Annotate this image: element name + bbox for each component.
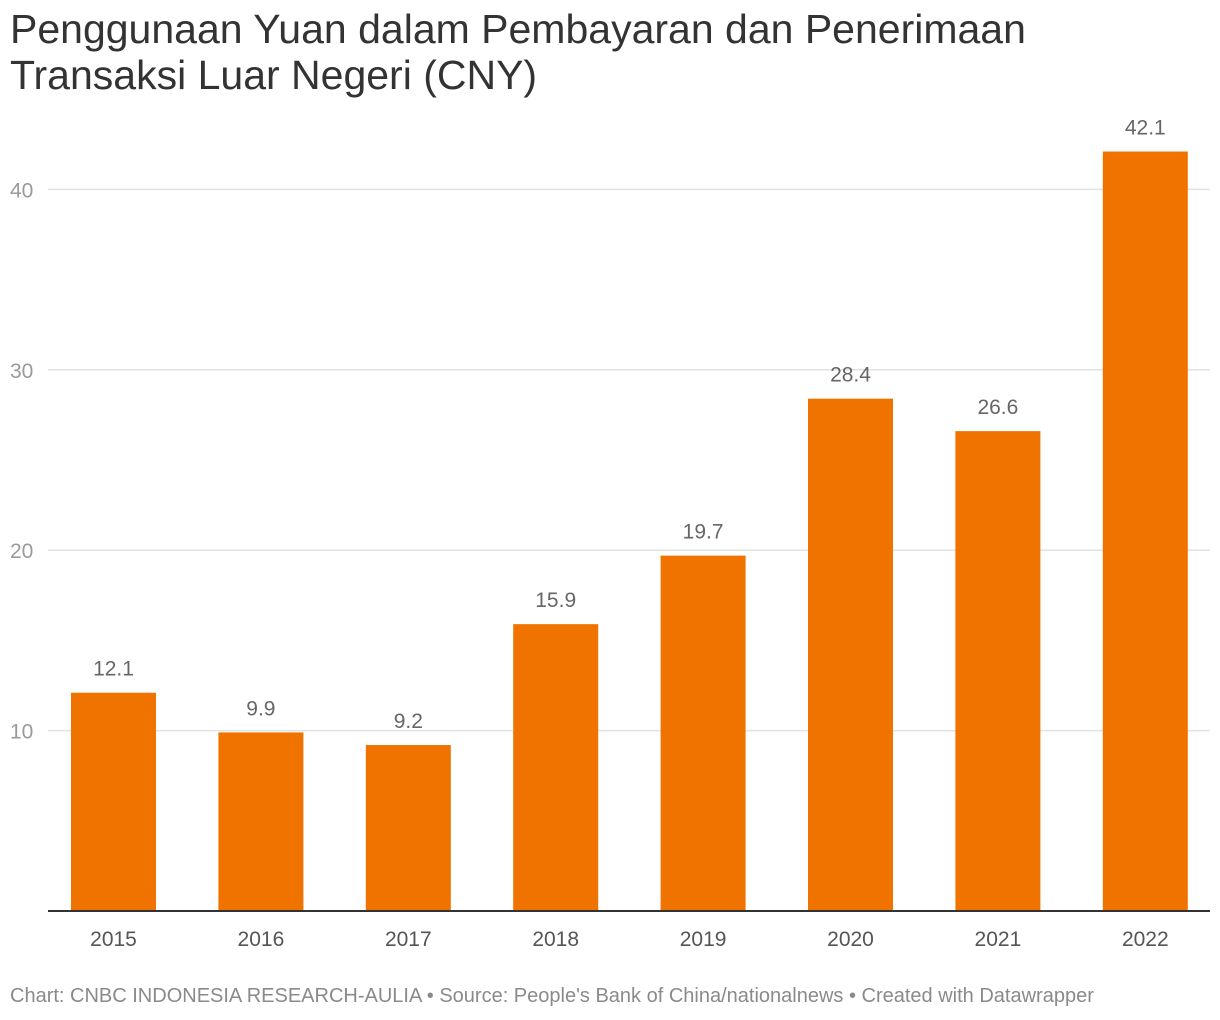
data-label: 26.6 xyxy=(977,396,1018,419)
bar xyxy=(365,745,451,911)
y-tick-label: 40 xyxy=(10,179,33,202)
x-tick-label: 2016 xyxy=(238,928,285,951)
bar xyxy=(1102,151,1188,912)
x-tick-label: 2018 xyxy=(532,928,579,951)
data-label: 42.1 xyxy=(1125,117,1166,140)
bar xyxy=(955,431,1041,911)
chart-title: Penggunaan Yuan dalam Pembayaran dan Pen… xyxy=(10,6,1026,98)
x-tick-label: 2020 xyxy=(827,928,874,951)
bar xyxy=(513,624,599,911)
bar xyxy=(808,398,893,911)
bar xyxy=(71,692,156,911)
x-tick-label: 2017 xyxy=(385,928,432,951)
y-tick-label: 20 xyxy=(10,540,33,563)
data-label: 12.1 xyxy=(93,658,134,681)
y-tick-label: 10 xyxy=(10,721,33,744)
x-tick-label: 2021 xyxy=(975,928,1022,951)
y-tick-label: 30 xyxy=(10,360,33,383)
bar xyxy=(218,732,304,911)
x-tick-label: 2022 xyxy=(1122,928,1169,951)
x-tick-label: 2019 xyxy=(680,928,727,951)
x-tick-label: 2015 xyxy=(90,928,137,951)
data-label: 19.7 xyxy=(683,521,724,544)
data-label: 15.9 xyxy=(535,589,576,612)
data-label: 28.4 xyxy=(830,364,871,387)
bars: 12.1 2015 9.9 2016 9.2 2017 15.9 2018 19.7 2019 28… xyxy=(71,117,1188,951)
chart-footer: Chart: CNBC INDONESIA RESEARCH-AULIA • S… xyxy=(10,985,1094,1007)
data-label: 9.9 xyxy=(246,697,275,720)
data-label: 9.2 xyxy=(394,710,423,733)
bar xyxy=(660,555,746,911)
gridlines: 10 20 30 40 xyxy=(10,179,1210,744)
